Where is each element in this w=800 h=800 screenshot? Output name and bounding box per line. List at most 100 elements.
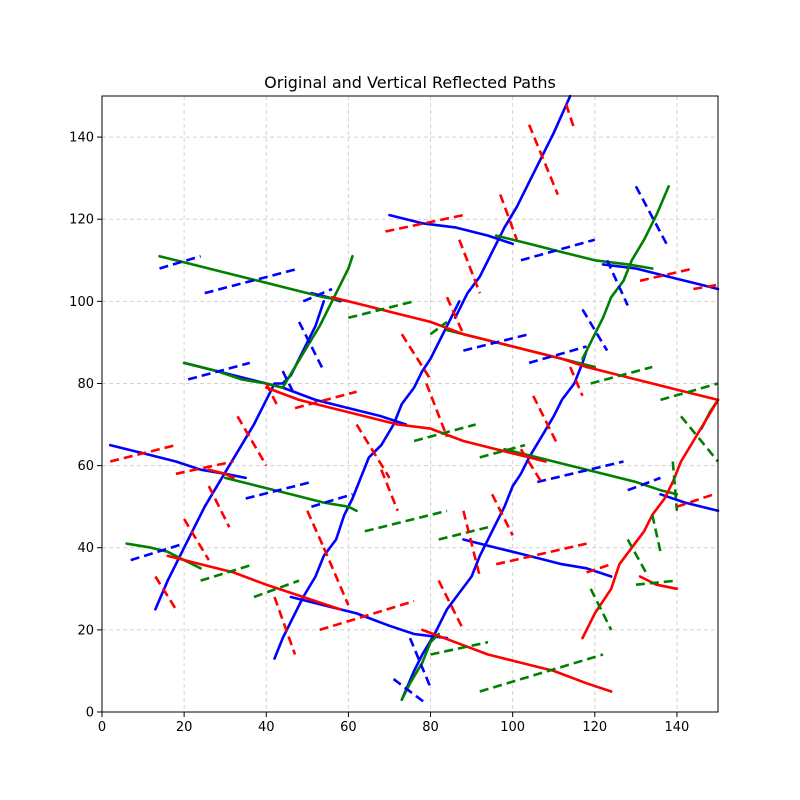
- y-tick-label: 120: [69, 213, 94, 228]
- reflected-path-blue-40: [392, 678, 428, 705]
- original-path-green-21: [581, 185, 671, 361]
- reflected-path-green-54: [200, 562, 255, 582]
- reflected-path-red-86: [445, 296, 465, 335]
- reflected-path-blue-48: [634, 185, 670, 249]
- reflected-path-red-83: [425, 383, 449, 438]
- reflected-path-blue-49: [605, 259, 629, 306]
- reflected-path-green-61: [660, 382, 719, 402]
- reflected-path-red-95: [564, 103, 576, 130]
- original-path-red-25: [264, 386, 547, 463]
- reflected-path-red-99: [676, 493, 715, 508]
- original-path-green-19: [494, 234, 654, 270]
- reflected-path-red-82: [400, 333, 432, 381]
- original-path-green-15: [125, 542, 202, 570]
- reflected-path-green-60: [590, 365, 653, 385]
- reflected-path-green-57: [430, 640, 489, 656]
- reflected-path-green-66: [651, 514, 662, 553]
- reflected-path-red-81: [380, 469, 399, 512]
- original-path-green-12: [158, 254, 350, 303]
- reflected-path-red-73: [236, 415, 268, 467]
- reflected-path-blue-35: [187, 361, 251, 381]
- reflected-path-green-52: [364, 509, 448, 533]
- y-tick-label: 0: [86, 706, 94, 721]
- reflected-path-blue-34: [302, 287, 333, 303]
- reflected-path-red-75: [294, 390, 357, 410]
- reflected-path-blue-44: [520, 238, 596, 262]
- reflected-path-red-77: [322, 547, 350, 606]
- reflected-path-blue-37: [245, 480, 312, 500]
- reflected-path-red-96: [569, 366, 584, 397]
- x-tick-label: 40: [258, 720, 275, 735]
- original-path-green-16: [281, 254, 354, 389]
- reflected-path-red-71: [207, 485, 231, 528]
- original-path-blue-7: [388, 213, 515, 246]
- reflected-path-green-56: [479, 653, 604, 693]
- original-path-green-14: [223, 476, 358, 513]
- reflected-path-blue-45: [581, 308, 609, 352]
- reflected-path-blue-36: [281, 370, 297, 397]
- reflected-path-red-100: [693, 283, 719, 291]
- x-tick-label: 20: [176, 720, 193, 735]
- reflected-path-red-85: [437, 580, 465, 631]
- reflected-path-blue-42: [463, 332, 530, 352]
- reflected-path-red-80: [355, 423, 391, 479]
- chart-title: Original and Vertical Reflected Paths: [264, 73, 556, 92]
- plot-frame: [101, 95, 719, 713]
- reflected-path-red-79: [319, 599, 415, 632]
- axis-ticks: 0 20 40 60 80 100 120 140 0 20 40 60 80 100 120 140: [69, 131, 689, 735]
- reflected-path-red-90: [499, 194, 519, 241]
- reflected-path-red-72: [154, 575, 178, 610]
- reflected-path-blue-41: [408, 637, 432, 688]
- y-tick-label: 140: [69, 131, 94, 146]
- reflected-path-blue-39: [130, 542, 185, 562]
- original-path-blue-6: [289, 595, 449, 640]
- original-path-green-20: [503, 447, 679, 496]
- reflected-path-red-74: [265, 382, 280, 409]
- reflected-path-red-98: [639, 267, 694, 283]
- reflected-path-blue-33: [297, 321, 325, 372]
- x-tick-label: 140: [665, 720, 690, 735]
- reflected-path-blue-47: [627, 476, 661, 492]
- reflected-path-blue-31: [159, 254, 201, 270]
- original-path-blue-2: [400, 349, 588, 702]
- x-tick-label: 100: [500, 720, 525, 735]
- original-path-red-27: [585, 365, 720, 402]
- original-path-green-13: [182, 361, 285, 389]
- x-tick-label: 120: [582, 720, 607, 735]
- original-path-blue-3: [453, 94, 572, 320]
- reflected-path-red-76: [306, 510, 325, 549]
- reflected-path-green-50: [348, 300, 415, 320]
- series-group: [108, 94, 720, 705]
- original-path-red-26: [420, 628, 613, 693]
- reflected-path-green-51: [413, 423, 477, 443]
- reflected-path-green-55: [253, 579, 300, 599]
- reflected-path-green-64: [635, 579, 678, 586]
- reflected-path-red-89: [490, 493, 514, 536]
- reflected-path-red-69: [175, 460, 234, 476]
- reflected-path-red-68: [109, 443, 177, 463]
- reflected-path-green-58: [429, 320, 448, 336]
- original-path-red-23: [166, 554, 342, 611]
- reflected-path-red-92: [527, 124, 560, 196]
- reflected-path-red-97: [586, 562, 612, 574]
- y-tick-label: 40: [77, 541, 94, 556]
- y-tick-label: 80: [77, 377, 94, 392]
- y-tick-label: 60: [77, 459, 94, 474]
- reflected-path-blue-38: [311, 493, 353, 508]
- reflected-path-red-78: [273, 596, 297, 655]
- reflected-path-blue-46: [536, 460, 624, 484]
- y-tick-label: 20: [77, 623, 94, 638]
- reflected-path-red-88: [462, 510, 482, 577]
- reflected-path-red-94: [532, 395, 559, 446]
- reflected-path-red-91: [495, 542, 587, 566]
- x-tick-label: 0: [98, 720, 106, 735]
- original-path-red-29: [638, 575, 679, 591]
- original-path-blue-1: [273, 299, 461, 660]
- reflected-path-red-70: [182, 518, 210, 561]
- reflected-path-green-65: [589, 588, 613, 631]
- original-path-blue-9: [601, 263, 720, 291]
- original-path-blue-10: [659, 492, 720, 513]
- x-tick-label: 60: [340, 720, 357, 735]
